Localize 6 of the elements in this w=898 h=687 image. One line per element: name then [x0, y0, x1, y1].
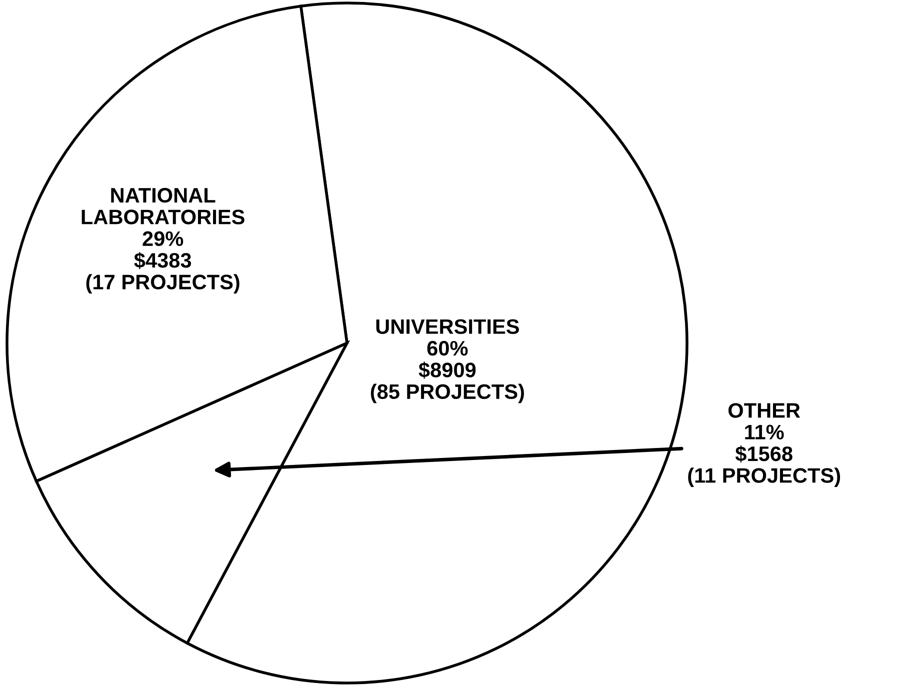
- slice-label: UNIVERSITIES: [376, 319, 519, 334]
- data-label: 11% $1568 (11 PROJECTS): [688, 424, 840, 487]
- slice-label: NATIONAL LABORATORIES: [82, 188, 244, 224]
- slice-label: OTHER: [728, 403, 800, 418]
- data-label: 29% $4383 (17 PROJECTS): [86, 231, 240, 294]
- data-label: 60% $8909 (85 PROJECTS): [370, 340, 524, 404]
